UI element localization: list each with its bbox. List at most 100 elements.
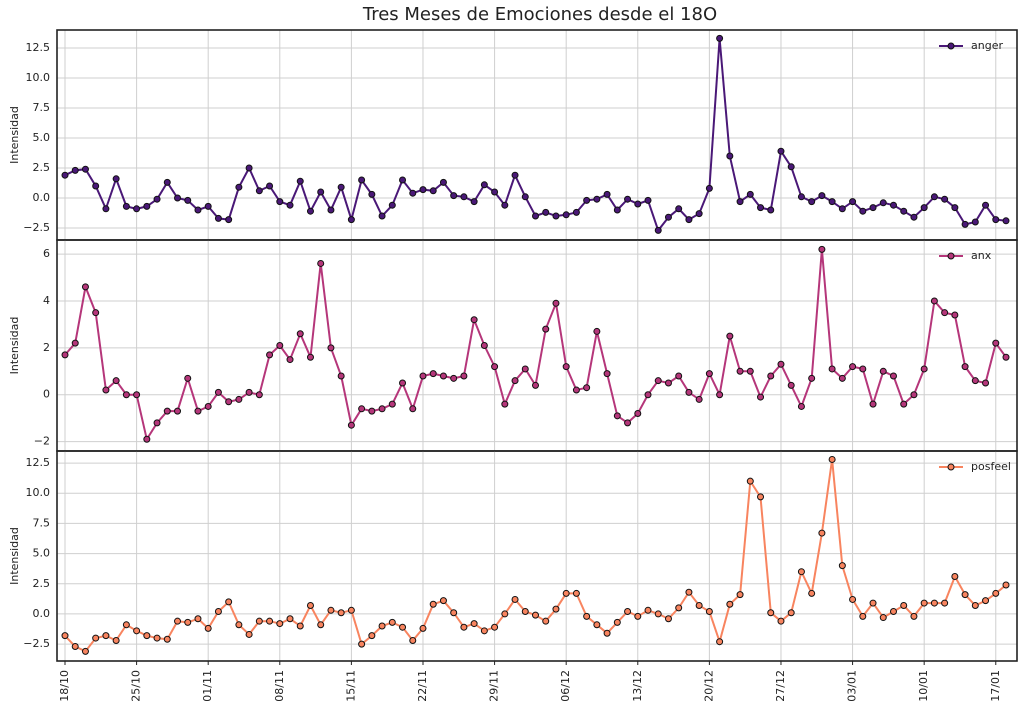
data-point [245, 388, 253, 396]
panel-frame [56, 239, 1018, 452]
data-point [511, 377, 519, 385]
data-point [399, 176, 407, 184]
data-point [337, 609, 345, 617]
data-point [930, 297, 938, 305]
data-point [900, 207, 908, 215]
x-tick-label: 03/01 [846, 670, 859, 702]
data-point [787, 609, 795, 617]
data-point [624, 195, 632, 203]
data-point [358, 176, 366, 184]
data-point [992, 339, 1000, 347]
data-point [429, 370, 437, 378]
data-point [624, 608, 632, 616]
data-point [736, 367, 744, 375]
y-tick-label: 10.0 [26, 71, 51, 84]
data-point [399, 379, 407, 387]
data-point [429, 187, 437, 195]
data-point [439, 597, 447, 605]
data-point [184, 618, 192, 626]
y-tick-label: 7.5 [33, 101, 51, 114]
data-point [204, 402, 212, 410]
x-tick-label: 13/12 [631, 670, 644, 702]
data-point [235, 621, 243, 629]
data-point [971, 601, 979, 609]
data-point [828, 365, 836, 373]
x-tick-label: 10/01 [917, 670, 930, 702]
x-tick-label: 27/12 [774, 670, 787, 702]
data-point [122, 202, 130, 210]
data-point [266, 617, 274, 625]
x-tick-label: 08/11 [273, 670, 286, 702]
data-point [337, 183, 345, 191]
data-point [276, 342, 284, 349]
data-point [603, 370, 611, 378]
data-point [511, 595, 519, 603]
data-point [992, 216, 1000, 224]
data-point [664, 213, 672, 221]
data-point [613, 618, 621, 626]
data-point [900, 601, 908, 609]
data-point [757, 393, 765, 401]
data-point [143, 632, 151, 640]
data-point [879, 367, 887, 375]
data-point [501, 610, 509, 618]
data-point [214, 214, 222, 222]
data-point [347, 216, 355, 224]
data-point [705, 184, 713, 192]
data-point [194, 407, 202, 415]
data-point [306, 207, 314, 215]
data-point [593, 195, 601, 203]
data-point [327, 606, 335, 614]
y-tick-label: −2.5 [23, 637, 50, 650]
x-tick-label: 18/10 [58, 670, 71, 702]
data-point [245, 630, 253, 638]
data-point [255, 617, 263, 625]
data-point [695, 601, 703, 609]
data-point [542, 325, 550, 333]
data-point [695, 395, 703, 403]
data-point [982, 379, 990, 387]
data-point [276, 620, 284, 628]
data-point [133, 391, 141, 399]
data-point [163, 635, 171, 643]
data-point [71, 166, 79, 174]
data-point [961, 220, 969, 228]
data-point [388, 201, 396, 209]
data-point [409, 636, 417, 644]
y-tick-label: 12.5 [26, 41, 51, 54]
data-point [777, 147, 785, 155]
data-point [859, 207, 867, 215]
data-point [61, 351, 69, 359]
data-point [982, 597, 990, 605]
series-line [64, 38, 1007, 233]
data-point [634, 409, 642, 417]
data-point [153, 195, 161, 203]
x-tick-label: 17/01 [989, 670, 1002, 702]
data-point [910, 612, 918, 620]
data-point [143, 435, 151, 443]
data-point [675, 372, 683, 380]
data-point [838, 562, 846, 570]
data-point [971, 377, 979, 385]
data-point [818, 529, 826, 537]
data-point [746, 367, 754, 375]
data-point [399, 623, 407, 631]
data-point [634, 200, 642, 208]
data-point [378, 622, 386, 630]
data-point [583, 612, 591, 620]
data-point [214, 608, 222, 616]
data-point [480, 627, 488, 635]
data-point [286, 201, 294, 209]
data-point [675, 205, 683, 213]
data-point [184, 196, 192, 204]
data-point [613, 206, 621, 214]
y-tick-label: 6 [43, 247, 50, 260]
data-point [317, 188, 325, 196]
data-point [419, 624, 427, 632]
data-point [634, 612, 642, 620]
data-point [797, 568, 805, 576]
data-point [194, 206, 202, 214]
data-point [951, 573, 959, 581]
y-axis-label: Intensidad [8, 106, 21, 164]
